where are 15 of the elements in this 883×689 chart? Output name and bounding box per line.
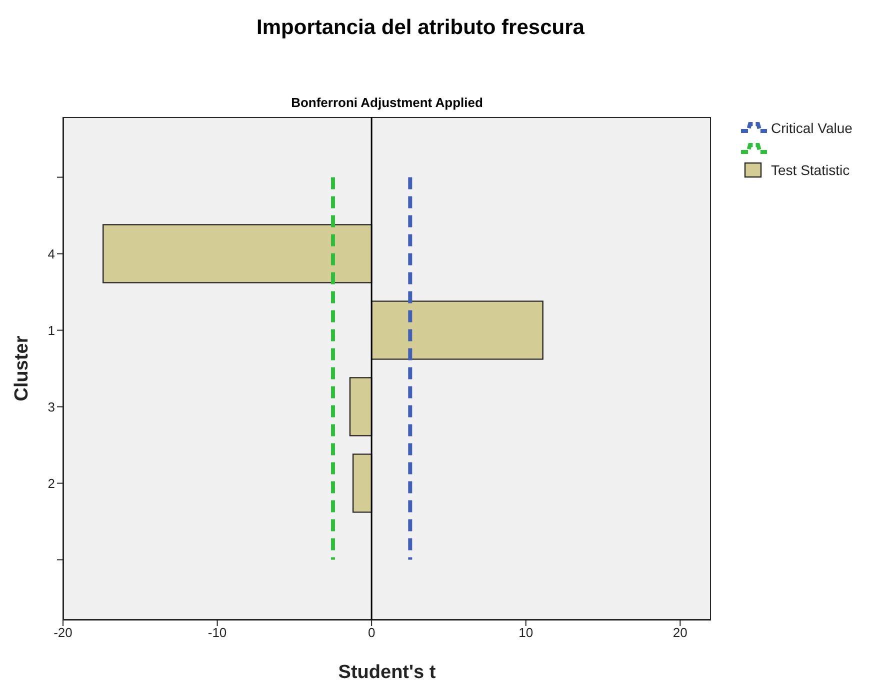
legend-label: Test Statistic — [771, 162, 850, 178]
x-tick-label: 20 — [672, 625, 688, 640]
x-tick-label: -10 — [208, 625, 227, 640]
x-tick-label: 0 — [368, 625, 376, 640]
y-tick-label: 4 — [48, 246, 55, 262]
y-axis-title: Cluster — [12, 335, 33, 402]
legend-label: Critical Value — [771, 120, 852, 136]
x-tick-label: 10 — [518, 625, 534, 640]
chart-title: Importancia del atributo frescura — [256, 16, 586, 40]
x-axis-title: Student's t — [338, 662, 436, 683]
y-tick-label: 2 — [48, 476, 55, 491]
y-tick-label: 3 — [48, 399, 55, 414]
y-tick-label: 1 — [48, 322, 55, 338]
x-tick-label: -20 — [54, 625, 72, 640]
chart-subtitle: Bonferroni Adjustment Applied — [290, 95, 484, 110]
